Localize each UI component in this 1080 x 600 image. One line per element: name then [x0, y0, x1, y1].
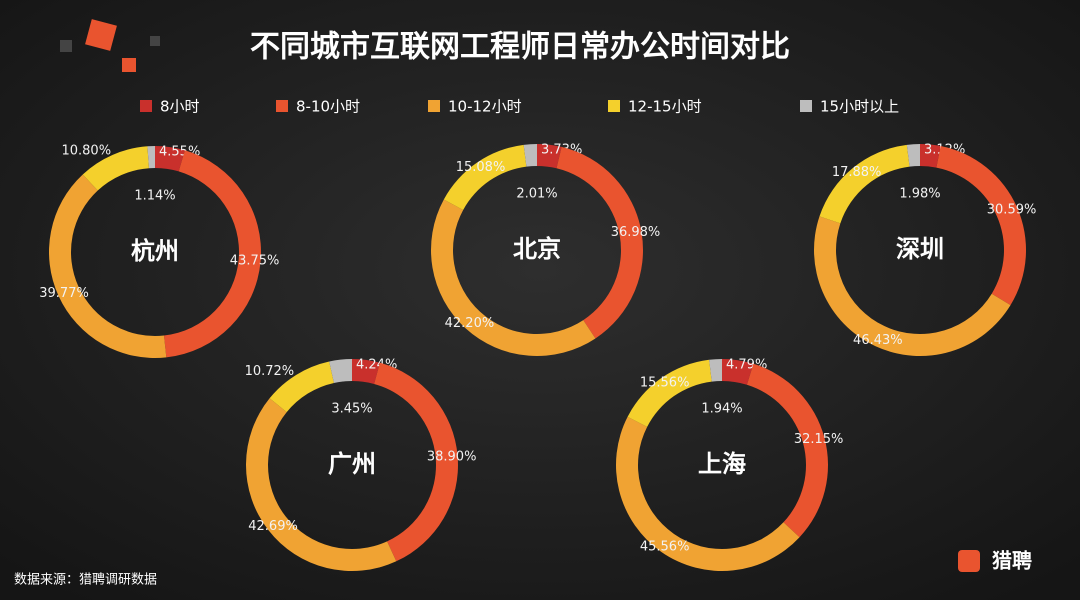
donut: 4.79%32.15%45.56%15.56%1.94%上海	[615, 358, 844, 572]
logo: 猎聘	[958, 549, 1032, 573]
legend-label: 12-15小时	[628, 98, 702, 116]
logo-text: 猎聘	[992, 549, 1032, 573]
data-label: 1.98%	[899, 187, 940, 202]
donut-segment	[443, 144, 527, 210]
data-label: 42.69%	[248, 519, 298, 534]
data-label: 38.90%	[427, 449, 477, 464]
legend-swatch	[608, 100, 620, 112]
donut-segment	[615, 416, 800, 572]
data-label: 15.08%	[456, 160, 506, 175]
donut-title: 上海	[698, 450, 746, 478]
donut-segment	[155, 146, 185, 172]
data-label: 30.59%	[987, 202, 1037, 217]
legend-swatch	[140, 100, 152, 112]
legend-swatch	[800, 100, 812, 112]
donut-segment	[920, 144, 941, 168]
donut-segment	[163, 150, 262, 358]
data-label: 1.94%	[701, 402, 742, 417]
legend-label: 15小时以上	[820, 98, 899, 116]
chart-title: 不同城市互联网工程师日常办公时间对比	[250, 30, 790, 65]
donut: 3.73%36.98%42.20%15.08%2.01%北京	[431, 143, 661, 356]
data-label: 3.45%	[331, 402, 372, 417]
data-label: 10.80%	[61, 144, 111, 159]
donut-title: 广州	[328, 450, 376, 478]
data-label: 15.56%	[640, 376, 690, 391]
data-label: 46.43%	[853, 333, 903, 348]
donut-segment	[537, 144, 562, 169]
legend-label: 8小时	[160, 98, 200, 116]
donut-segment	[82, 146, 149, 191]
data-label: 42.20%	[445, 316, 495, 331]
donut-segment	[819, 144, 910, 224]
donut: 4.24%38.90%42.69%10.72%3.45%广州	[245, 358, 477, 571]
donut-segment	[906, 144, 920, 167]
donut-segment	[746, 363, 829, 538]
data-label: 17.88%	[832, 165, 882, 180]
donut-title: 北京	[513, 235, 561, 263]
donut-segment	[147, 146, 155, 169]
donut-segment	[556, 146, 643, 339]
data-label: 1.14%	[134, 189, 175, 204]
legend-label: 8-10小时	[296, 98, 360, 116]
donut-segment	[722, 358, 754, 385]
donut-title: 深圳	[896, 235, 944, 263]
donut-segment	[936, 146, 1026, 306]
legend-swatch	[428, 100, 440, 112]
data-label: 10.72%	[245, 364, 295, 379]
donut-title: 杭州	[131, 237, 179, 265]
donut: 3.12%30.59%46.43%17.88%1.98%深圳	[813, 143, 1037, 357]
data-label: 43.75%	[230, 253, 280, 268]
donut-segment	[431, 199, 596, 356]
donut-segment	[329, 359, 352, 383]
data-label: 32.15%	[794, 432, 844, 447]
donut-segment	[523, 144, 537, 167]
legend-label: 10-12小时	[448, 98, 522, 116]
data-label: 36.98%	[611, 225, 661, 240]
donut-segment	[48, 174, 167, 358]
donut-segment	[813, 216, 1011, 357]
source-note: 数据来源：猎聘调研数据	[14, 573, 157, 588]
donut-segment	[269, 361, 334, 413]
donut-segment	[709, 359, 722, 382]
donut-segment	[374, 362, 459, 562]
donut: 4.55%43.75%39.77%10.80%1.14%杭州	[39, 144, 279, 358]
decor-cubes	[60, 19, 160, 72]
donut-segment	[245, 398, 397, 571]
legend: 8小时 8-10小时 10-12小时 12-15小时 15小时以上	[140, 98, 899, 116]
legend-swatch	[276, 100, 288, 112]
donut-segment	[352, 359, 380, 384]
data-label: 45.56%	[640, 539, 690, 554]
data-label: 39.77%	[39, 286, 89, 301]
donut-segment	[627, 359, 712, 427]
data-label: 2.01%	[516, 187, 557, 202]
